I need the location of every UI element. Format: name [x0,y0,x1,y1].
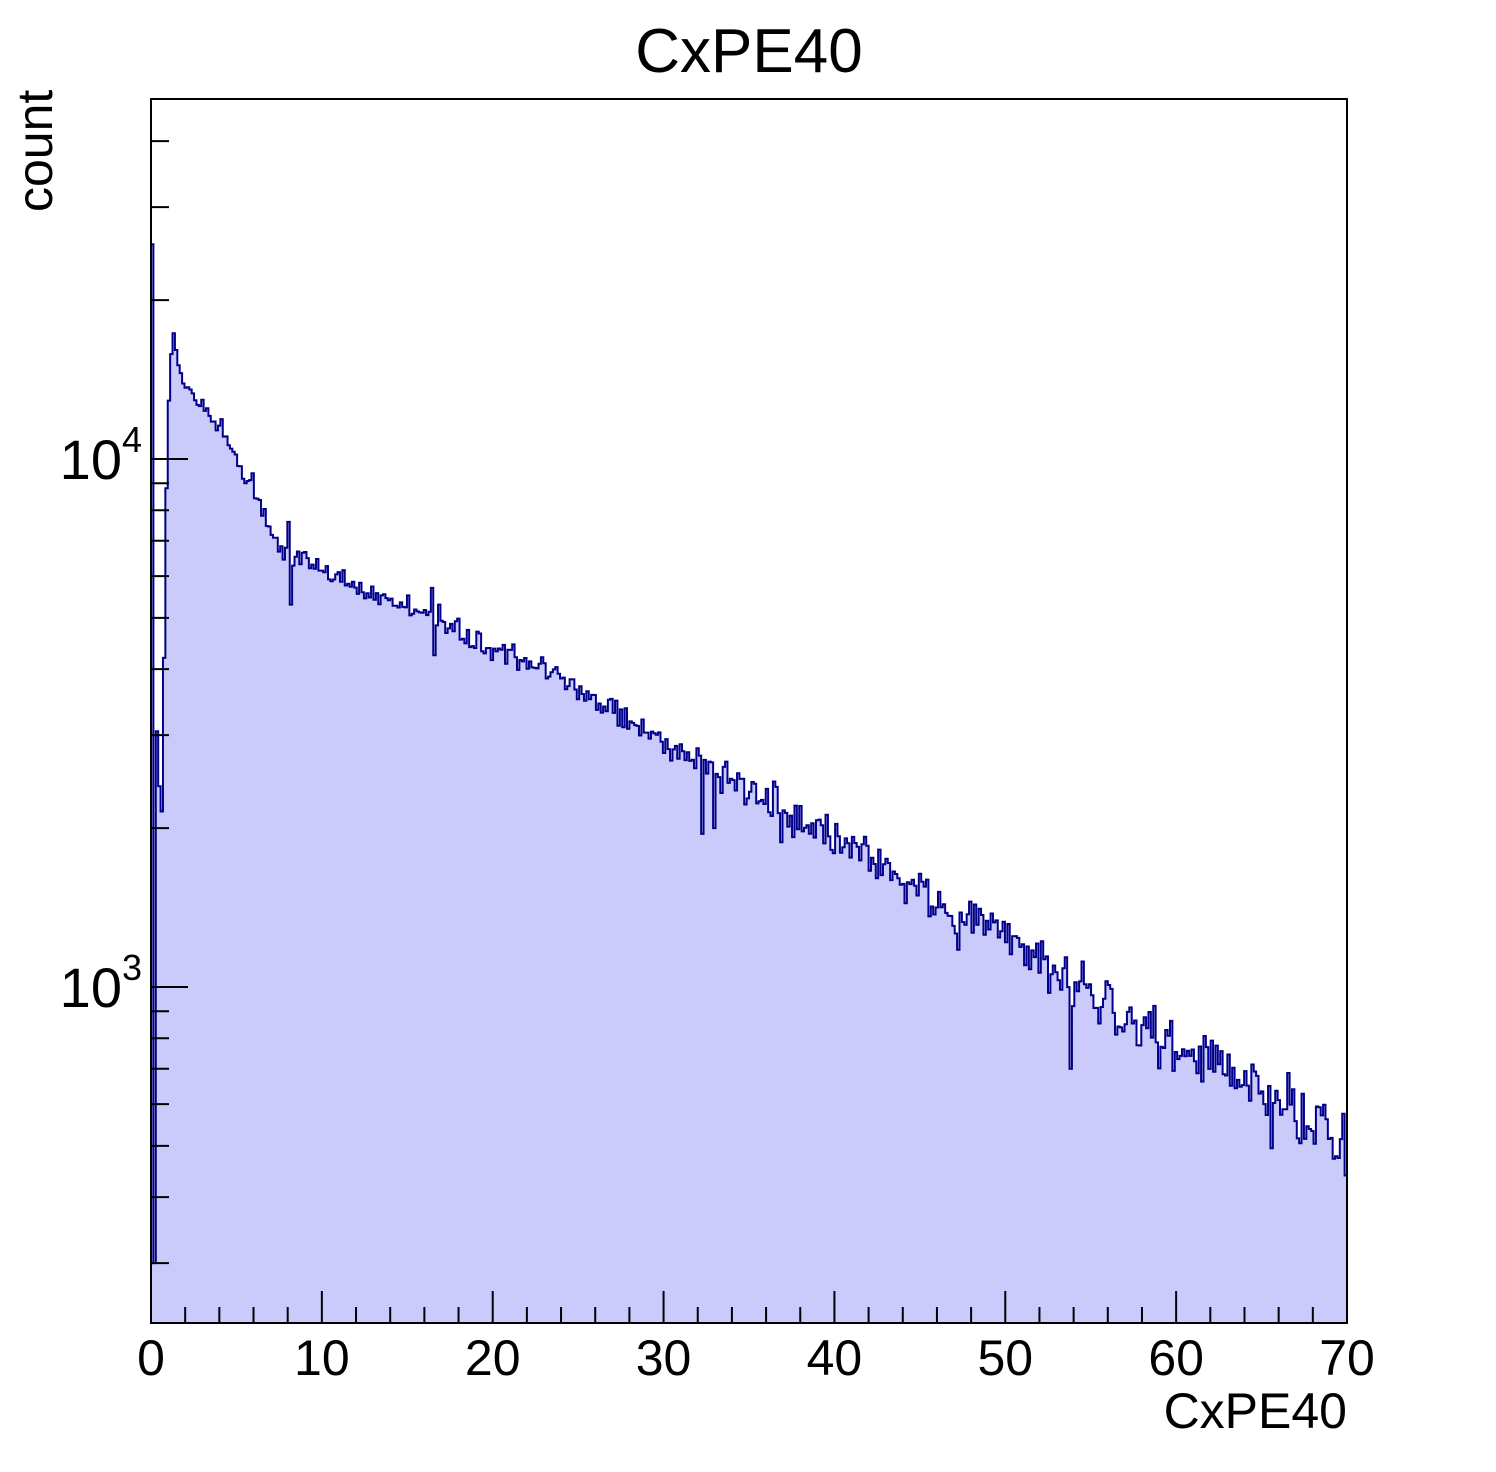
x-tick-label: 30 [636,1330,692,1386]
x-tick-label: 60 [1148,1330,1204,1386]
x-axis-tick-labels: 0 10 20 30 40 50 60 70 [137,1330,1375,1386]
plot-frame [150,98,1348,1324]
x-axis-title: CxPE40 [1164,1383,1347,1439]
y-tick-base: 10 [60,428,122,491]
x-tick-label: 20 [465,1330,521,1386]
y-tick-exponent: 3 [122,947,142,988]
chart-title: CxPE40 [635,17,862,86]
histogram-layer [150,243,1348,1323]
x-tick-label: 40 [807,1330,863,1386]
x-tick-label: 50 [977,1330,1033,1386]
x-tick-label: 10 [294,1330,350,1386]
histogram-fill [151,244,1347,1323]
y-axis-ticks [151,140,188,1265]
x-axis-ticks [150,1291,1348,1323]
x-tick-label: 0 [137,1330,165,1386]
y-tick-base: 10 [60,956,122,1019]
y-tick-label-1e4: 104 [60,419,142,491]
y-tick-label-1e3: 103 [60,947,142,1019]
y-tick-exponent: 4 [122,419,142,460]
x-tick-label: 70 [1319,1330,1375,1386]
histogram-outline [150,243,1348,1323]
y-axis-title: count [7,90,63,212]
